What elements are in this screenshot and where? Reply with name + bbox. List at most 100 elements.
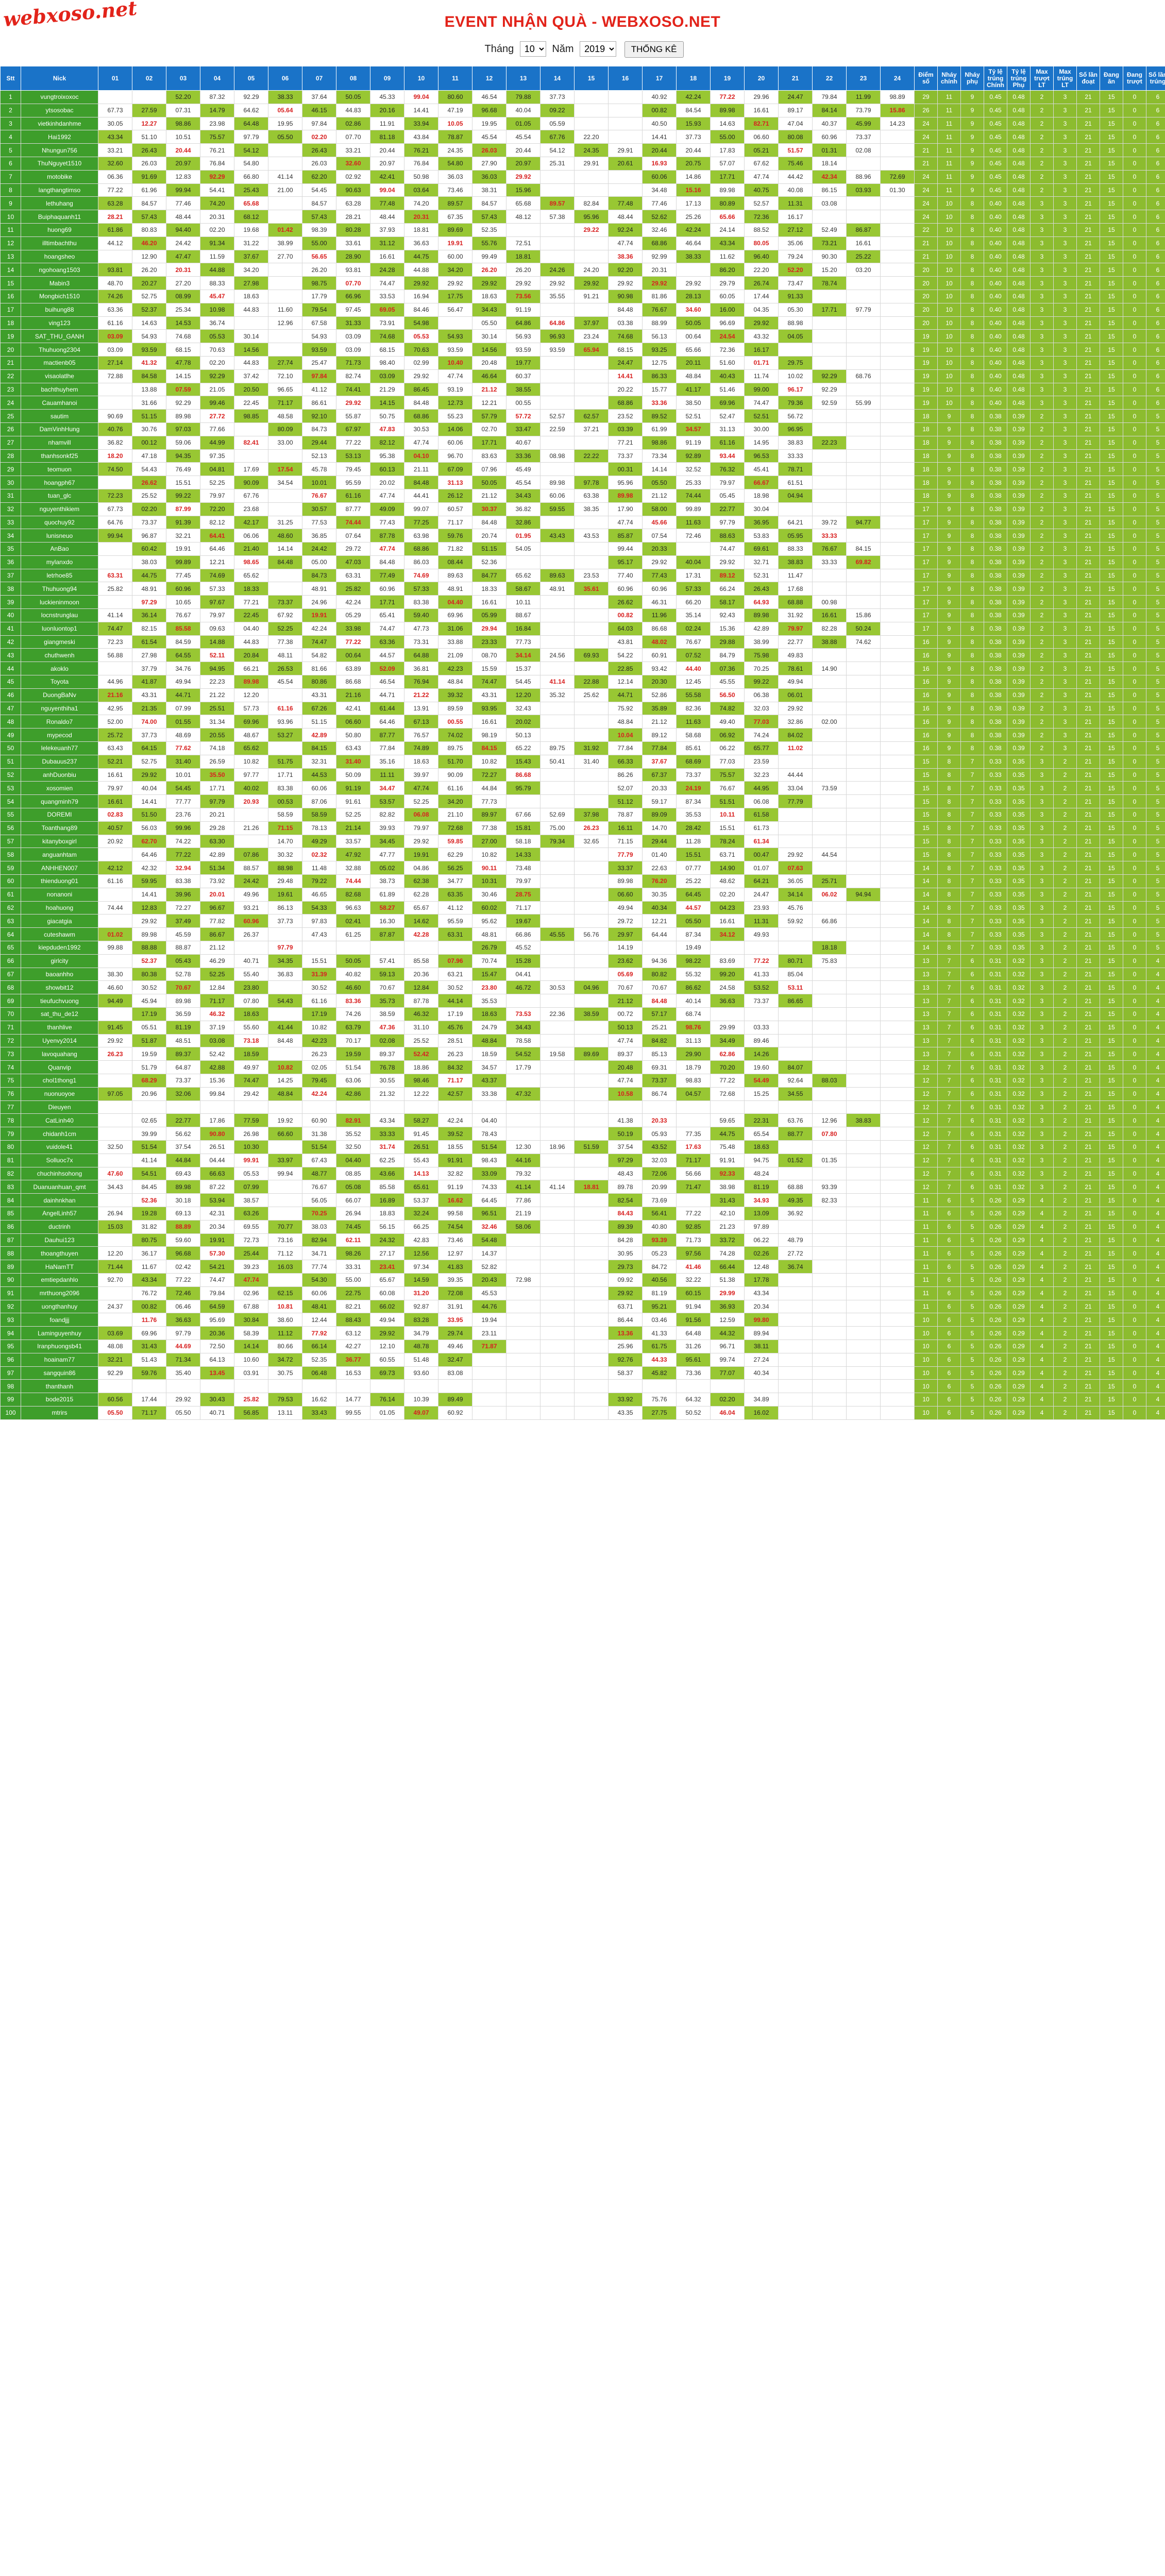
row-nick[interactable]: nuonuoyoe bbox=[21, 1087, 98, 1101]
row-nick[interactable]: locnstrunglau bbox=[21, 608, 98, 622]
row-nick[interactable]: SAT_THU_GANH bbox=[21, 329, 98, 344]
row-nick[interactable]: bode2015 bbox=[21, 1393, 98, 1406]
row-nick[interactable]: CatLinh40 bbox=[21, 1113, 98, 1128]
row-nick[interactable]: sangquin86 bbox=[21, 1366, 98, 1380]
row-nick[interactable]: teomuon bbox=[21, 462, 98, 477]
row-nick[interactable]: tieufuchvuong bbox=[21, 994, 98, 1008]
row-nick[interactable]: girlcity bbox=[21, 954, 98, 968]
year-select[interactable]: 2019 bbox=[580, 41, 617, 57]
row-nick[interactable]: anhDuonbiu bbox=[21, 768, 98, 782]
row-nick[interactable]: uongthanhuy bbox=[21, 1299, 98, 1314]
row-nick[interactable]: DamVinhHung bbox=[21, 422, 98, 436]
row-nick[interactable]: Thuhuong2304 bbox=[21, 343, 98, 357]
row-nick[interactable]: lavoquahang bbox=[21, 1047, 98, 1061]
row-nick[interactable]: chol1thong1 bbox=[21, 1073, 98, 1088]
row-nick[interactable]: lelekeuanh77 bbox=[21, 741, 98, 755]
row-nick[interactable]: Thuhuong94 bbox=[21, 582, 98, 596]
row-nick[interactable]: HaNamTT bbox=[21, 1260, 98, 1274]
row-nick[interactable]: hoangsheo bbox=[21, 249, 98, 264]
row-nick[interactable]: cuteshawm bbox=[21, 927, 98, 941]
row-nick[interactable]: DOREMI bbox=[21, 808, 98, 822]
row-nick[interactable]: chidanh1cm bbox=[21, 1127, 98, 1141]
row-nick[interactable]: Ronaldo7 bbox=[21, 715, 98, 729]
row-nick[interactable]: illtimbachthu bbox=[21, 236, 98, 250]
row-nick[interactable]: hoainam77 bbox=[21, 1352, 98, 1367]
row-nick[interactable]: letrhoe85 bbox=[21, 568, 98, 583]
row-nick[interactable]: anguanhtam bbox=[21, 848, 98, 862]
row-nick[interactable]: ving123 bbox=[21, 316, 98, 330]
row-nick[interactable]: Mabin3 bbox=[21, 276, 98, 290]
stats-button[interactable]: THỐNG KÊ bbox=[624, 41, 684, 58]
row-nick[interactable]: Toanthang89 bbox=[21, 821, 98, 835]
row-nick[interactable]: Hai1992 bbox=[21, 130, 98, 144]
row-nick[interactable]: showbit12 bbox=[21, 980, 98, 995]
row-nick[interactable]: luckieninmoon bbox=[21, 595, 98, 609]
row-nick[interactable]: Buiphaquanh11 bbox=[21, 210, 98, 224]
row-nick[interactable]: kiepduden1992 bbox=[21, 941, 98, 955]
row-nick[interactable]: Dauhui123 bbox=[21, 1233, 98, 1247]
row-nick[interactable]: lethuhang bbox=[21, 196, 98, 211]
row-nick[interactable]: hoangph67 bbox=[21, 476, 98, 489]
row-nick[interactable]: thanhlive bbox=[21, 1020, 98, 1035]
row-nick[interactable]: Solluoc7x bbox=[21, 1153, 98, 1167]
month-select[interactable]: 10 bbox=[519, 41, 546, 57]
row-nick[interactable]: mrthuong2096 bbox=[21, 1286, 98, 1300]
row-nick[interactable]: giacatgia bbox=[21, 914, 98, 928]
row-nick[interactable]: baoanhho bbox=[21, 967, 98, 981]
row-nick[interactable]: thoangthuyen bbox=[21, 1246, 98, 1261]
row-nick[interactable]: Toyota bbox=[21, 675, 98, 689]
row-nick[interactable]: quochuy92 bbox=[21, 515, 98, 530]
row-nick[interactable]: AnBao bbox=[21, 542, 98, 556]
row-nick[interactable]: ductrinh bbox=[21, 1219, 98, 1234]
row-nick[interactable]: mylanxdo bbox=[21, 555, 98, 569]
row-nick[interactable]: ngohoang1503 bbox=[21, 263, 98, 277]
row-nick[interactable]: xosomien bbox=[21, 781, 98, 795]
row-nick[interactable]: Iranphuongsb41 bbox=[21, 1339, 98, 1353]
row-nick[interactable]: akoklo bbox=[21, 662, 98, 676]
row-nick[interactable]: thanthanh bbox=[21, 1379, 98, 1394]
row-nick[interactable]: Quanvip bbox=[21, 1060, 98, 1074]
row-nick[interactable]: thienduong01 bbox=[21, 874, 98, 888]
row-nick[interactable]: Duanuanhuan_qmt bbox=[21, 1180, 98, 1194]
row-nick[interactable]: nguyenthiha1 bbox=[21, 701, 98, 716]
row-nick[interactable]: giangmeski bbox=[21, 635, 98, 649]
row-nick[interactable]: Mongbich1510 bbox=[21, 289, 98, 303]
row-nick[interactable]: ytsosobac bbox=[21, 103, 98, 117]
row-nick[interactable]: hoahuong bbox=[21, 901, 98, 915]
row-nick[interactable]: mtrirs bbox=[21, 1405, 98, 1420]
row-nick[interactable]: vuidole41 bbox=[21, 1140, 98, 1154]
row-nick[interactable]: vungtroixoxoc bbox=[21, 90, 98, 104]
row-nick[interactable]: Nhungun756 bbox=[21, 143, 98, 157]
row-nick[interactable]: AngelLinh57 bbox=[21, 1206, 98, 1221]
row-nick[interactable]: ThuNguyet1510 bbox=[21, 156, 98, 171]
row-nick[interactable]: chuchinhsohong bbox=[21, 1166, 98, 1181]
row-nick[interactable]: sautim bbox=[21, 409, 98, 423]
row-nick[interactable]: emtiepdanhlo bbox=[21, 1273, 98, 1287]
row-nick[interactable]: Uyenvy2014 bbox=[21, 1033, 98, 1048]
row-nick[interactable]: luonluontop1 bbox=[21, 621, 98, 636]
row-nick[interactable]: Dieuyen bbox=[21, 1100, 98, 1114]
row-nick[interactable]: kitanyboxgirl bbox=[21, 834, 98, 849]
row-nick[interactable]: thanhsonkf25 bbox=[21, 449, 98, 463]
row-nick[interactable]: Dubauus237 bbox=[21, 754, 98, 769]
row-nick[interactable]: ANHHEN007 bbox=[21, 861, 98, 875]
row-nick[interactable]: nhamvill bbox=[21, 435, 98, 450]
row-nick[interactable]: visaolatlhe bbox=[21, 369, 98, 383]
row-nick[interactable]: bachthuyhem bbox=[21, 382, 98, 397]
row-nick[interactable]: chuthwenh bbox=[21, 648, 98, 663]
row-nick[interactable]: sat_thu_de12 bbox=[21, 1007, 98, 1021]
row-nick[interactable]: nonanoni bbox=[21, 887, 98, 902]
row-nick[interactable]: nguyenthikiem bbox=[21, 502, 98, 516]
row-nick[interactable]: mactienb05 bbox=[21, 355, 98, 370]
row-nick[interactable]: DuongBaNv bbox=[21, 688, 98, 702]
row-nick[interactable]: motobike bbox=[21, 170, 98, 184]
row-nick[interactable]: dainhnkhan bbox=[21, 1193, 98, 1207]
row-nick[interactable]: buihung88 bbox=[21, 302, 98, 317]
row-nick[interactable]: tuan_glc bbox=[21, 488, 98, 503]
row-nick[interactable]: Laminguyenhuy bbox=[21, 1326, 98, 1340]
row-nick[interactable]: foandjjj bbox=[21, 1313, 98, 1327]
row-nick[interactable]: huong69 bbox=[21, 223, 98, 237]
row-nick[interactable]: lunisneuo bbox=[21, 529, 98, 543]
row-nick[interactable]: mypecod bbox=[21, 728, 98, 742]
row-nick[interactable]: langthangtimso bbox=[21, 183, 98, 197]
